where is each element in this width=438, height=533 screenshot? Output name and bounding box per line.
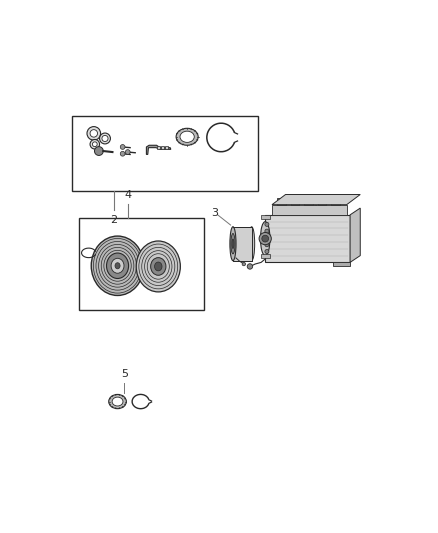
Polygon shape — [272, 205, 346, 215]
Polygon shape — [272, 195, 360, 205]
Polygon shape — [333, 262, 350, 266]
Bar — [156, 146, 159, 149]
Polygon shape — [146, 146, 171, 155]
Bar — [165, 146, 168, 149]
Circle shape — [247, 264, 253, 269]
Circle shape — [125, 150, 130, 155]
Ellipse shape — [109, 394, 127, 409]
Ellipse shape — [155, 262, 162, 271]
Ellipse shape — [111, 259, 124, 273]
Text: 4: 4 — [124, 190, 131, 199]
Ellipse shape — [106, 253, 129, 279]
Circle shape — [99, 133, 110, 144]
Ellipse shape — [151, 257, 166, 275]
Polygon shape — [265, 215, 350, 262]
Circle shape — [90, 140, 99, 149]
Bar — [233, 227, 251, 261]
Ellipse shape — [91, 236, 144, 295]
Bar — [304, 198, 313, 205]
Text: 3: 3 — [212, 208, 219, 218]
Circle shape — [265, 249, 269, 254]
Circle shape — [265, 229, 269, 233]
Circle shape — [242, 262, 246, 266]
Text: 1: 1 — [313, 205, 320, 215]
Ellipse shape — [180, 131, 194, 142]
Ellipse shape — [176, 128, 198, 146]
Ellipse shape — [230, 227, 236, 261]
Ellipse shape — [231, 233, 235, 254]
Polygon shape — [350, 208, 360, 262]
Polygon shape — [261, 254, 270, 257]
Circle shape — [262, 235, 268, 242]
Circle shape — [95, 147, 103, 156]
Circle shape — [90, 130, 98, 137]
Bar — [277, 198, 286, 205]
Circle shape — [92, 142, 97, 147]
Circle shape — [120, 151, 125, 156]
Bar — [78, 218, 204, 310]
Ellipse shape — [136, 241, 180, 292]
Ellipse shape — [261, 222, 270, 256]
Circle shape — [265, 236, 269, 240]
Ellipse shape — [115, 263, 120, 269]
Circle shape — [102, 135, 108, 142]
Circle shape — [265, 243, 269, 247]
Ellipse shape — [112, 397, 123, 406]
Bar — [291, 198, 299, 205]
Text: 2: 2 — [110, 215, 118, 225]
Circle shape — [87, 127, 101, 140]
Ellipse shape — [249, 227, 254, 261]
Bar — [332, 198, 340, 205]
Circle shape — [120, 144, 125, 149]
Circle shape — [265, 222, 269, 227]
Bar — [161, 146, 164, 149]
Bar — [72, 116, 258, 191]
Text: 5: 5 — [121, 369, 128, 379]
Ellipse shape — [232, 239, 234, 248]
Circle shape — [259, 232, 271, 245]
Polygon shape — [261, 215, 270, 219]
Bar — [318, 198, 326, 205]
